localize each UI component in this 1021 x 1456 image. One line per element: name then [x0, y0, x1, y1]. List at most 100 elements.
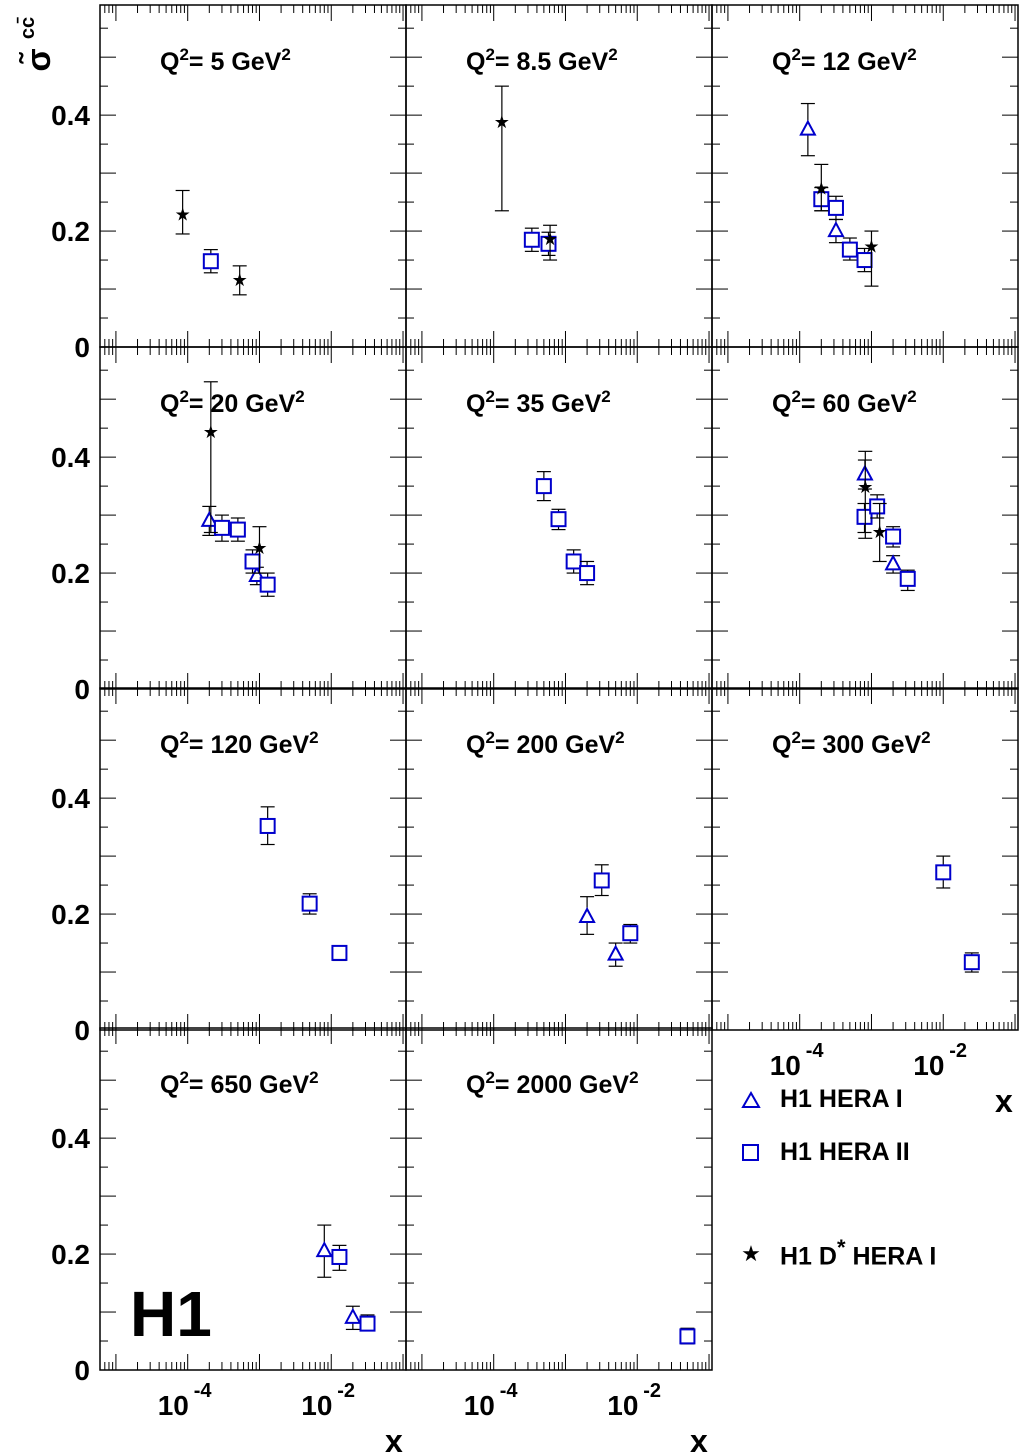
y-tick-label: 0.4: [51, 783, 90, 814]
panel-title-exp: 2: [629, 1068, 638, 1087]
y-tick-label: 0.2: [51, 558, 90, 589]
data-point-triangle: [606, 944, 625, 961]
panel-title: Q2= 120 GeV2: [160, 728, 319, 759]
legend-label-hera1: H1 HERA I: [780, 1085, 903, 1114]
data-point-square: [550, 511, 567, 528]
data-point-triangle: [200, 510, 218, 527]
panel-title-exp: 2: [907, 45, 916, 64]
panel-title-value: = 120 GeV: [189, 731, 310, 759]
panel-title-value: = 650 GeV: [189, 1071, 310, 1099]
data-point-square: [579, 565, 596, 582]
legend-label-hera2-text: H1 HERA II: [780, 1138, 910, 1166]
x-tick-label-base: 10: [913, 1050, 944, 1081]
panel-title-exp: 2: [281, 45, 290, 64]
data-point-star: ★: [872, 522, 888, 542]
data-point-square: [359, 1315, 376, 1332]
panel-title-exp: 2: [485, 45, 494, 64]
legend-triangle-marker: [741, 1090, 761, 1108]
y-tick-label: 0: [74, 332, 90, 363]
panel-title-value: = 20 GeV: [189, 390, 296, 418]
data-point-square: [523, 231, 540, 248]
panel-title: Q2= 200 GeV2: [466, 728, 625, 759]
data-point-star: ★: [542, 229, 558, 249]
data-point-square: [679, 1328, 696, 1345]
y-tick-label: 0.4: [51, 442, 90, 473]
panel-title: Q2= 5 GeV2: [160, 45, 291, 76]
data-point-triangle: [799, 119, 817, 136]
x-axis-title-right: x: [995, 1083, 1013, 1119]
legend-star-marker: ★: [741, 1241, 761, 1266]
x-tick-label-exponent: -2: [337, 1380, 355, 1402]
panel-title-exp: 2: [608, 45, 617, 64]
data-point-square: [935, 864, 952, 881]
panel-1: 00.20.4Q2= 5 GeV2★★: [51, 4, 407, 363]
panel-title-exp: 2: [615, 728, 624, 747]
data-point-triangle: [827, 220, 845, 238]
data-point-star: ★: [494, 112, 510, 132]
panel-title-exp: 2: [179, 728, 188, 747]
x-tick-label-base: 10: [607, 1390, 638, 1421]
data-point-square: [593, 872, 610, 889]
y-tick-label: 0: [74, 1015, 90, 1046]
panel-title-exp: 2: [485, 728, 494, 747]
data-point-star: ★: [251, 538, 267, 558]
y-axis-title-symbol: σ̃: [19, 48, 58, 71]
panel-6: Q2= 60 GeV2★★: [711, 346, 1019, 690]
panel-title-q: Q: [466, 731, 485, 759]
panel-title-value: = 35 GeV: [495, 390, 602, 418]
legend-label-hera2: H1 HERA II: [780, 1138, 910, 1167]
y-tick-label: 0.4: [51, 100, 90, 131]
x-axis-title-bottom-left: x: [385, 1423, 403, 1456]
panel-title-q: Q: [466, 1071, 485, 1099]
legend: ★: [741, 1090, 761, 1266]
data-point-square: [827, 199, 844, 216]
panel-title-exp: 2: [485, 1068, 494, 1087]
legend-square-marker: [742, 1144, 759, 1161]
panel-title-q: Q: [772, 390, 791, 418]
data-point-square: [540, 235, 557, 252]
x-tick-label-base: 10: [464, 1390, 495, 1421]
x-axis-title-bottom-middle: x: [690, 1423, 708, 1456]
panel-9: 10 -4 10 -2Q2= 300 GeV2: [711, 687, 1019, 1081]
x-tick-label-base: 10: [301, 1390, 332, 1421]
panel-title: Q2= 35 GeV2: [466, 387, 611, 418]
data-point-triangle: [884, 554, 902, 571]
x-tick-label-exponent: -4: [194, 1380, 213, 1402]
data-point-star: ★: [175, 205, 191, 225]
data-point-square: [622, 925, 639, 942]
data-point-square: [841, 241, 858, 258]
data-point-square: [565, 553, 582, 570]
data-point-triangle: [344, 1307, 362, 1324]
panel-title-value: = 300 GeV: [801, 731, 922, 759]
panel-4: 00.20.4Q2= 20 GeV2★★: [51, 346, 407, 705]
panel-title-q: Q: [466, 390, 485, 418]
panel-title: Q2= 300 GeV2: [772, 728, 931, 759]
panel-title-q: Q: [772, 48, 791, 76]
panel-title-exp: 2: [791, 728, 800, 747]
panel-title-exp: 2: [791, 387, 800, 406]
panel-title-exp: 2: [791, 45, 800, 64]
panel-title-value: = 200 GeV: [495, 731, 616, 759]
panel-5: Q2= 35 GeV2: [405, 346, 713, 690]
y-tick-label: 0.2: [51, 216, 90, 247]
panel-title-exp: 2: [309, 1068, 318, 1087]
panel-2: Q2= 8.5 GeV2★★: [405, 4, 713, 348]
panel-title-exp: 2: [179, 387, 188, 406]
y-tick-label: 0.2: [51, 899, 90, 930]
data-point-square: [331, 944, 348, 961]
legend-label-dstar-tail: HERA I: [845, 1242, 937, 1271]
x-tick-label-exponent: -2: [949, 1040, 967, 1062]
y-axis-title-superscript: cc̄: [17, 17, 39, 39]
y-tick-label: 0.4: [51, 1123, 90, 1154]
data-point-square: [259, 576, 276, 593]
panel-title-exp: 2: [179, 1068, 188, 1087]
h1-logo: H1: [130, 1278, 212, 1350]
legend-label-dstar-sup: *: [836, 1235, 846, 1260]
data-point-square: [885, 528, 902, 545]
x-tick-label-exponent: -4: [500, 1380, 519, 1402]
panel-title: Q2= 2000 GeV2: [466, 1068, 639, 1099]
data-point-square: [869, 498, 886, 515]
panel-title-q: Q: [160, 1071, 179, 1099]
data-point-square: [856, 508, 873, 525]
